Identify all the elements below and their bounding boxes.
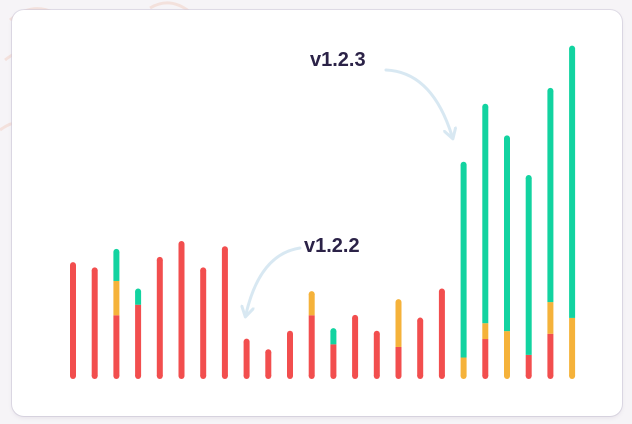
bar-3-segment-2 — [113, 280, 120, 316]
bar-20-segment-3 — [482, 106, 489, 324]
bar-13-segment-1 — [330, 344, 337, 376]
bar-20-segment-1 — [482, 339, 489, 376]
bar-3-cap-bottom — [113, 373, 120, 379]
bar-23-segment-1 — [547, 333, 554, 376]
bar-8-cap-top — [221, 246, 228, 253]
bar-6-cap-bottom — [178, 373, 185, 379]
bar-8-segment-1 — [221, 249, 228, 376]
bar-21-segment-2 — [504, 331, 510, 376]
bar-16-cap-bottom — [395, 373, 402, 379]
bar-12-segment-2 — [308, 294, 315, 316]
bar-1-cap-top — [70, 262, 76, 269]
bar-7-cap-top — [200, 267, 207, 274]
bar-24-cap-bottom — [569, 373, 576, 379]
bar-12-cap-bottom — [308, 373, 315, 379]
bar-15-segment-1 — [373, 333, 380, 376]
bar-12-cap-top — [308, 291, 315, 298]
bar-16-cap-top — [395, 299, 402, 306]
bar-5-cap-top — [156, 256, 163, 263]
bar-15-cap-top — [373, 330, 380, 337]
bar-2-cap-top — [91, 267, 98, 274]
annotation-arrow-v122 — [246, 246, 302, 314]
bar-23-cap-top — [547, 87, 554, 94]
bar-20-segment-2 — [482, 323, 489, 340]
bar-9-cap-bottom — [243, 373, 250, 379]
bar-11-cap-top — [287, 330, 293, 337]
bar-13-segment-3 — [330, 331, 337, 345]
bar-19-segment-2 — [460, 357, 467, 376]
bar-16-segment-2 — [395, 302, 402, 347]
bar-8-cap-bottom — [221, 373, 228, 379]
bar-6-cap-top — [178, 241, 185, 247]
bar-3-segment-3 — [113, 251, 120, 281]
build-status-chart: v1.2.3 v1.2.2 — [70, 45, 576, 379]
bar-21-segment-3 — [504, 138, 510, 332]
bar-19-cap-bottom — [460, 373, 467, 379]
bar-23-cap-bottom — [547, 373, 554, 379]
bar-10-cap-bottom — [265, 373, 272, 379]
bar-13-cap-top — [330, 328, 337, 335]
bar-13-cap-bottom — [330, 373, 337, 379]
bar-1-cap-bottom — [70, 373, 76, 379]
bar-14-cap-bottom — [352, 373, 359, 379]
bar-14-cap-top — [352, 314, 359, 321]
bar-22-segment-3 — [525, 178, 532, 355]
bar-5-segment-1 — [156, 259, 163, 376]
bar-4-segment-1 — [135, 304, 142, 376]
bar-23-segment-3 — [547, 90, 554, 303]
bar-11-cap-bottom — [287, 373, 293, 379]
bar-24-segment-3 — [569, 48, 576, 318]
annotation-label-v122: v1.2.2 — [304, 235, 360, 257]
bar-4-cap-top — [135, 288, 142, 295]
bar-6-segment-1 — [178, 244, 185, 376]
bar-20-cap-top — [482, 103, 489, 110]
bar-16-segment-1 — [395, 346, 402, 376]
bar-10-cap-top — [265, 349, 272, 356]
bar-24-segment-2 — [569, 317, 576, 376]
bar-2-cap-bottom — [91, 373, 98, 379]
bar-17-cap-top — [417, 317, 424, 324]
bar-24-cap-top — [569, 45, 576, 52]
bar-17-segment-1 — [417, 320, 424, 376]
bar-18-segment-1 — [438, 291, 445, 376]
bar-7-cap-bottom — [200, 373, 207, 379]
bar-3-cap-top — [113, 248, 120, 255]
bar-2-segment-1 — [91, 270, 98, 376]
bar-5-cap-bottom — [156, 373, 163, 379]
bar-22-cap-top — [525, 175, 532, 181]
bars-group — [70, 45, 576, 379]
bar-22-cap-bottom — [525, 373, 532, 379]
bar-11-segment-1 — [287, 333, 293, 376]
annotation-arrow-v123 — [384, 68, 452, 136]
bar-9-cap-top — [243, 338, 250, 345]
bar-4-segment-3 — [135, 291, 142, 305]
bar-12-segment-1 — [308, 315, 315, 376]
annotation-label-v123: v1.2.3 — [310, 49, 366, 71]
bar-3-segment-1 — [113, 315, 120, 376]
bar-19-cap-top — [460, 161, 467, 168]
bar-20-cap-bottom — [482, 373, 489, 379]
bar-15-cap-bottom — [373, 373, 380, 379]
bar-18-cap-top — [438, 288, 445, 295]
chart-card: v1.2.3 v1.2.2 — [12, 10, 622, 416]
bar-18-cap-bottom — [438, 373, 445, 379]
bar-23-segment-2 — [547, 302, 554, 334]
bar-10-segment-1 — [265, 352, 272, 376]
bar-19-segment-3 — [460, 164, 467, 358]
bar-14-segment-1 — [352, 317, 359, 376]
bar-7-segment-1 — [200, 270, 207, 376]
bar-4-cap-bottom — [135, 373, 142, 379]
bar-21-cap-bottom — [504, 373, 510, 379]
bar-1-segment-1 — [70, 265, 76, 376]
bar-17-cap-bottom — [417, 373, 424, 379]
bar-21-cap-top — [504, 135, 510, 142]
bar-22-segment-1 — [525, 354, 532, 376]
bar-9-segment-1 — [243, 341, 250, 376]
